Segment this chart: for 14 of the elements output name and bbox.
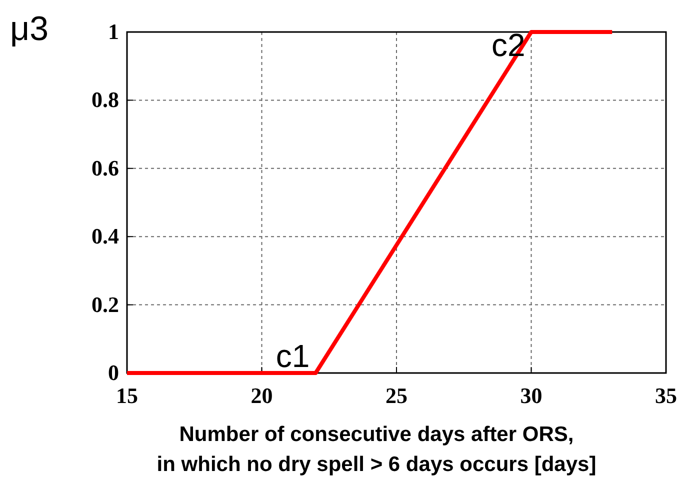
y-tick-label: 0.4 — [92, 224, 119, 249]
y-tick-label: 1 — [108, 19, 119, 44]
x-axis-title: Number of consecutive days after ORS, in which no dry spell > 6 days occurs [days] — [156, 423, 596, 476]
x-tick-label: 15 — [116, 383, 138, 408]
x-tick-label: 20 — [250, 383, 273, 408]
x-tick-label: 30 — [520, 383, 542, 408]
y-tick-label: 0.2 — [92, 292, 119, 317]
x-tick-label: 25 — [386, 383, 408, 408]
y-tick-label: 0.8 — [92, 87, 119, 112]
y-tick-label: 0 — [108, 360, 119, 385]
x-tick-label: 35 — [655, 383, 677, 408]
y-tick-label: 0.6 — [92, 155, 119, 180]
y-axis-title: μ3 — [10, 10, 48, 48]
annotation: c1 — [276, 338, 310, 374]
